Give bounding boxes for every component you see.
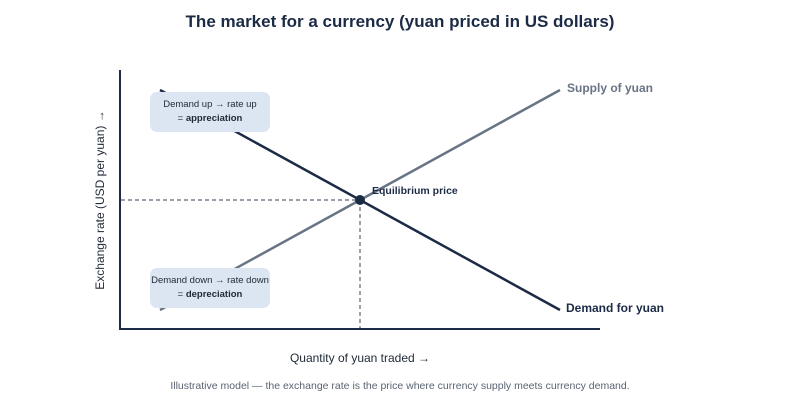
appreciation-callout-line1: Demand up → rate up [163, 99, 257, 110]
x-axis-label: Quantity of yuan traded → [289, 351, 431, 365]
supply-curve-label: Supply of yuan [567, 81, 653, 95]
diagram-title: The market for a currency (yuan priced i… [185, 12, 615, 31]
appreciation-term: appreciation [185, 113, 243, 124]
depreciation-term: depreciation [185, 289, 243, 300]
depreciation-callout-line2: = depreciation [177, 289, 243, 300]
depreciation-callout-line1: Demand down → rate down [151, 275, 269, 286]
demand-curve-label: Demand for yuan [566, 301, 664, 315]
equilibrium-label: Equilibrium price [372, 185, 458, 197]
diagram-caption: Illustrative model — the exchange rate i… [170, 380, 630, 392]
equilibrium-point [355, 195, 365, 205]
appreciation-callout-line2: = appreciation [177, 113, 243, 124]
appreciation-callout: Demand up → rate up = appreciation [150, 92, 270, 132]
depreciation-callout: Demand down → rate down = depreciation [150, 268, 270, 308]
y-axis-label: Exchange rate (USD per yuan) → [93, 110, 107, 290]
